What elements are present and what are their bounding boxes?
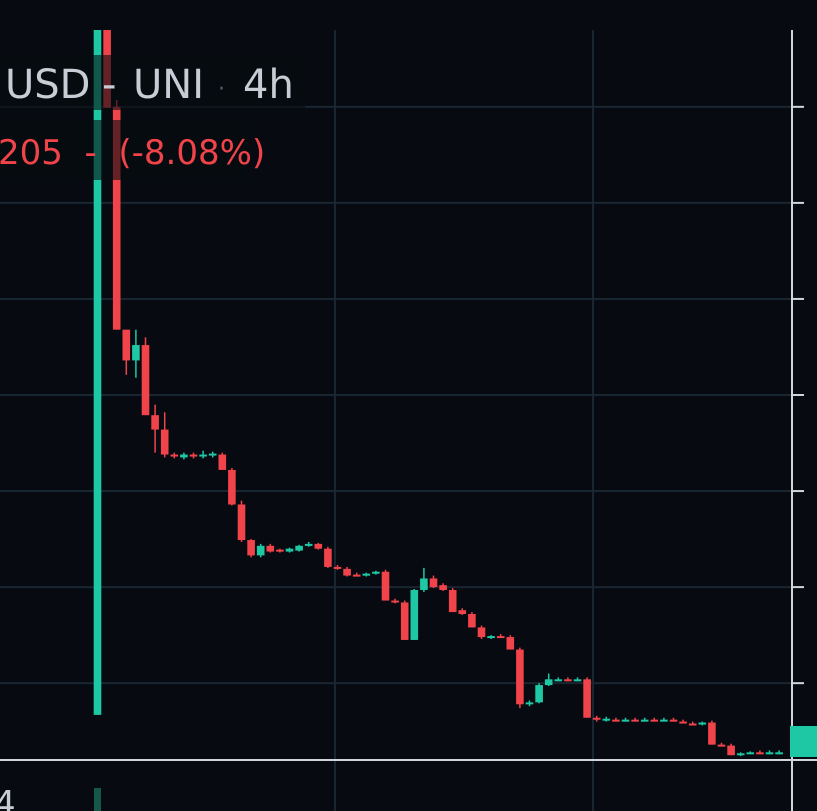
last-price-label xyxy=(790,726,817,757)
candle-body xyxy=(314,543,323,549)
candle-body xyxy=(381,571,390,601)
candle-body xyxy=(496,636,505,639)
symbol: USD xyxy=(5,62,90,108)
candle-body xyxy=(564,679,572,682)
candle-body xyxy=(506,637,515,650)
separator: - xyxy=(102,62,116,108)
candle-body xyxy=(189,454,198,457)
candle-body xyxy=(160,429,169,455)
candle-body xyxy=(247,540,255,556)
volume-bar xyxy=(94,788,101,811)
candle-body xyxy=(717,744,726,747)
candle-body xyxy=(199,454,207,457)
bottom-label: 4 xyxy=(0,784,16,811)
candle-body xyxy=(170,454,179,457)
candle-body xyxy=(439,585,447,590)
candle-body xyxy=(276,549,284,552)
candle-body xyxy=(237,504,246,541)
candle-body xyxy=(468,614,476,628)
legend-backdrop xyxy=(0,55,305,110)
candle-body xyxy=(602,718,611,721)
candle-body xyxy=(736,753,745,756)
candle-body xyxy=(208,453,217,456)
candle-body xyxy=(132,345,140,361)
candle-body xyxy=(535,685,543,703)
candle-body xyxy=(669,719,678,722)
candle-body xyxy=(679,721,687,724)
candle-body xyxy=(765,752,774,755)
candle-body xyxy=(698,722,707,725)
candle-body xyxy=(372,571,380,574)
dot: · xyxy=(218,77,225,102)
candle-body xyxy=(487,636,495,639)
candle-body xyxy=(218,454,227,470)
candle-body xyxy=(343,568,351,576)
interval: 4h xyxy=(243,62,294,108)
candle-body xyxy=(324,548,332,567)
candle-body xyxy=(352,574,361,577)
candle-body xyxy=(93,30,102,715)
candle-body xyxy=(141,345,150,416)
candle-body xyxy=(554,679,563,682)
candle-body xyxy=(612,719,620,722)
candle-body xyxy=(775,752,783,755)
candle-body xyxy=(640,719,649,722)
candle-body xyxy=(746,752,755,755)
candle-body xyxy=(458,610,467,614)
candle-body xyxy=(448,589,457,613)
candle-body xyxy=(295,545,303,551)
pair: UNI xyxy=(133,62,204,108)
candle-body xyxy=(544,679,553,686)
legend-backdrop xyxy=(0,120,248,180)
candle-body xyxy=(621,719,630,722)
candle-body xyxy=(650,719,659,722)
candle-body xyxy=(333,566,342,569)
candle-body xyxy=(362,573,371,576)
candle-body xyxy=(180,454,188,458)
candle-body xyxy=(285,548,294,552)
candle-body xyxy=(391,600,399,603)
candle-body xyxy=(429,578,438,588)
candle-body xyxy=(112,106,121,330)
candle-body xyxy=(592,717,601,720)
candle-body xyxy=(304,543,313,546)
candle-body xyxy=(477,627,486,638)
candle-body xyxy=(660,719,668,722)
candle-body xyxy=(688,723,697,726)
candle-body xyxy=(756,752,764,755)
candle-body xyxy=(400,602,409,640)
candle-body xyxy=(228,469,236,505)
candle-body xyxy=(151,415,159,430)
candle-body xyxy=(410,589,419,640)
candle-body xyxy=(583,679,591,718)
candle-body xyxy=(516,649,524,705)
candle-body xyxy=(727,745,735,756)
candle-body xyxy=(122,329,131,361)
candle-body xyxy=(420,578,428,590)
candle-body xyxy=(573,679,582,682)
change: 205 - (-8.08%) xyxy=(0,133,265,173)
candle-body xyxy=(525,702,534,705)
candle-body xyxy=(708,722,716,745)
candle-body xyxy=(266,545,275,552)
candle-body xyxy=(256,545,265,556)
legend: USD - UNI · 4h 205 - (-8.08%) xyxy=(0,62,294,173)
candle-body xyxy=(631,719,639,722)
